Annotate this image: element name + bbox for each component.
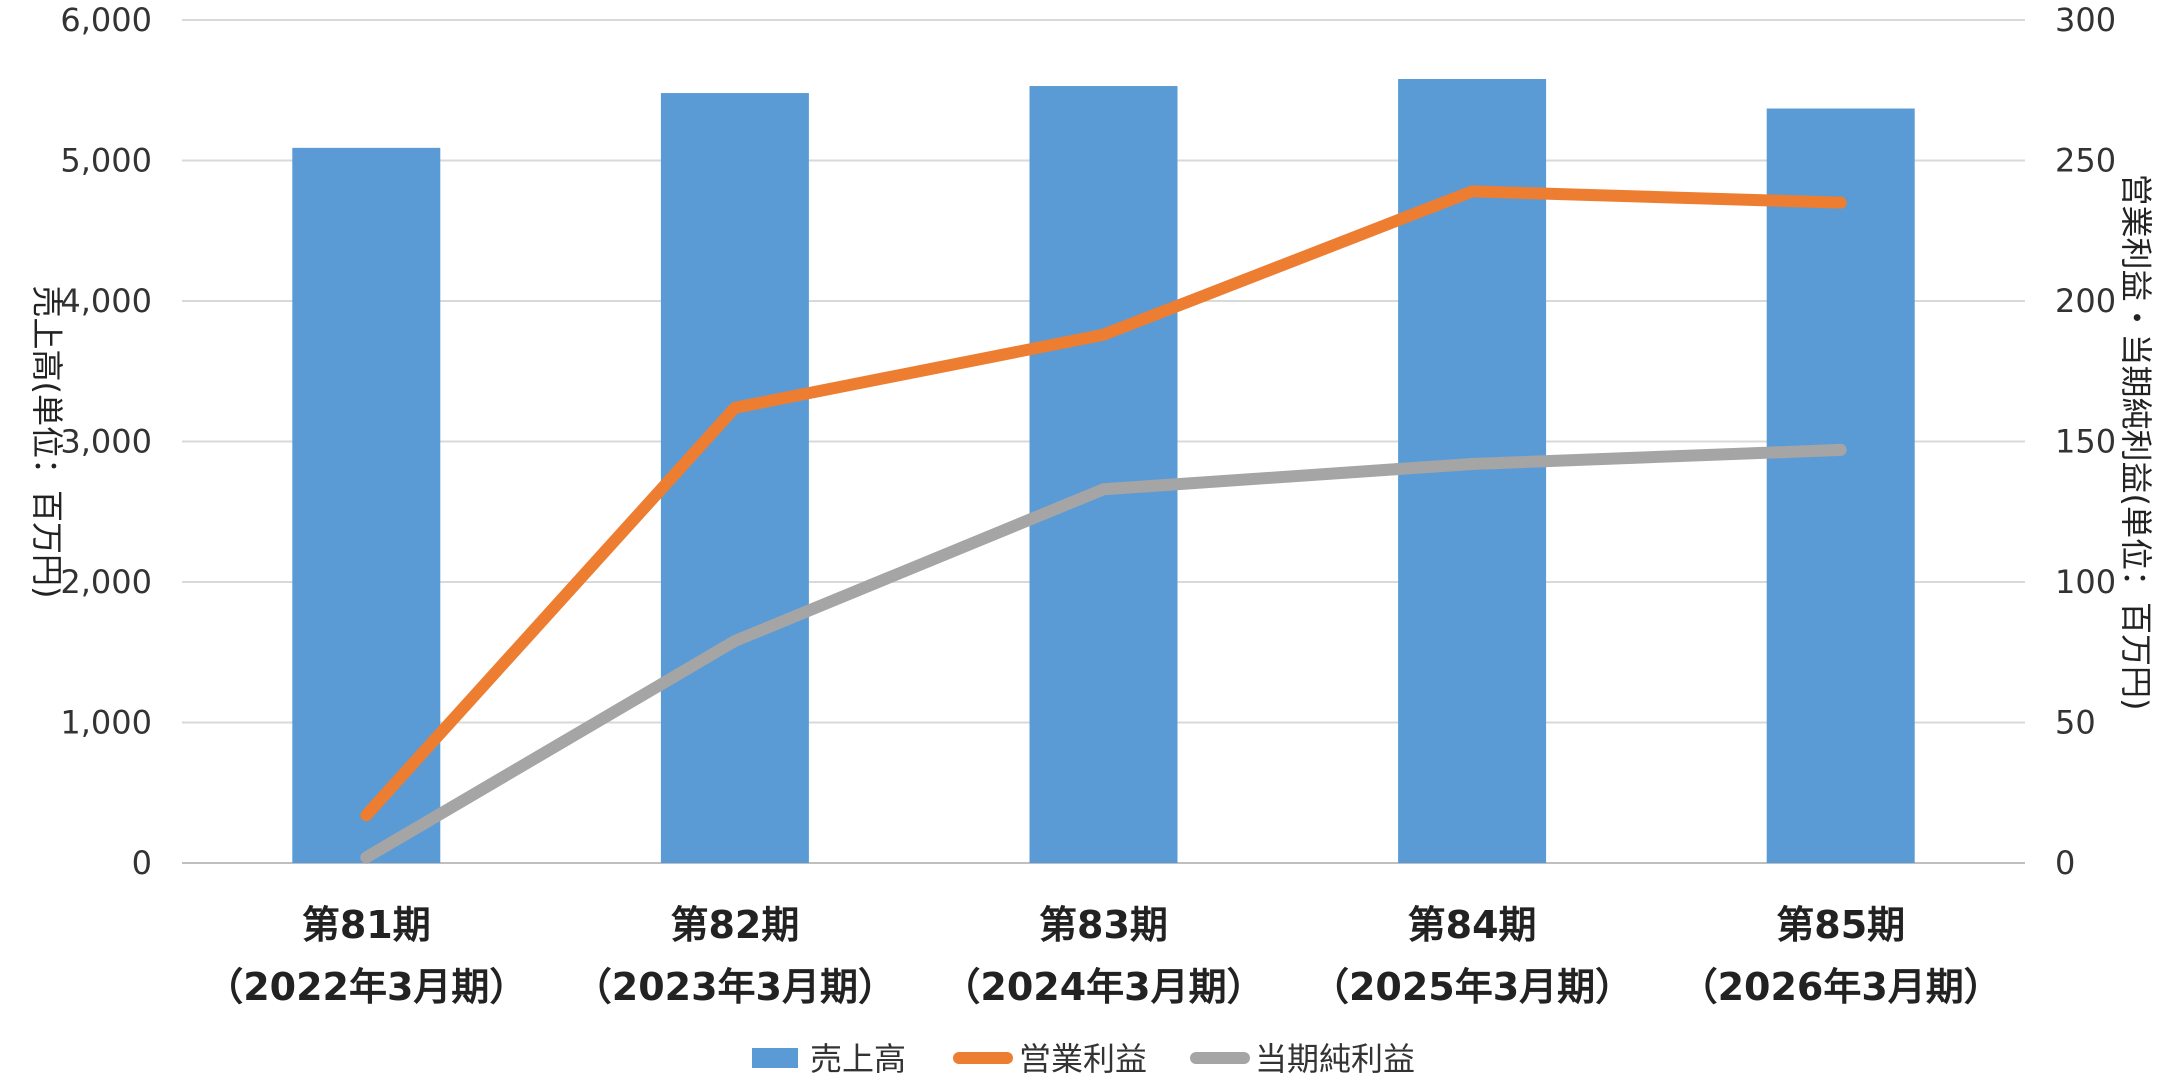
line-当期純利益 — [360, 443, 1847, 864]
left-tick-label: 1,000 — [60, 704, 152, 742]
left-tick-label: 2,000 — [60, 563, 152, 601]
right-tick-label: 300 — [2055, 1, 2116, 39]
right-tick-label: 150 — [2055, 423, 2116, 461]
left-tick-label: 5,000 — [60, 142, 152, 180]
legend: 売上高 営業利益 当期純利益 — [752, 1040, 1415, 1074]
category-label: （2025年3月期） — [1311, 965, 1633, 1009]
legend-label: 売上高 — [810, 1040, 906, 1074]
left-axis-title: 売上高(単位：百万円) — [28, 286, 66, 599]
category-label: （2023年3月期） — [574, 965, 896, 1009]
right-tick-label: 100 — [2055, 563, 2116, 601]
right-axis-title: 営業利益・当期純利益(単位：百万円) — [2117, 174, 2155, 711]
left-tick-label: 0 — [132, 844, 152, 882]
category-label: 第83期 — [1039, 903, 1168, 947]
right-tick-label: 0 — [2055, 844, 2075, 882]
category-label: 第82期 — [670, 903, 799, 947]
category-label: 第81期 — [302, 903, 431, 947]
right-tick-label: 250 — [2055, 142, 2116, 180]
line-series — [360, 185, 1847, 864]
bar-売上高 — [292, 147, 441, 864]
legend-marker — [752, 1048, 798, 1068]
bar-売上高 — [1029, 86, 1178, 863]
left-tick-label: 4,000 — [60, 282, 152, 320]
left-tick-label: 6,000 — [60, 1, 152, 39]
bar-売上高 — [660, 93, 809, 863]
legend-label: 営業利益 — [1019, 1040, 1147, 1074]
category-label: 第85期 — [1776, 903, 1905, 947]
category-label: （2026年3月期） — [1680, 965, 2002, 1009]
category-label: （2022年3月期） — [205, 965, 527, 1009]
right-tick-label: 200 — [2055, 282, 2116, 320]
category-label: （2024年3月期） — [942, 965, 1264, 1009]
right-axis-ticks: 0 50 100 150 200 250 300 — [2055, 1, 2116, 882]
bar-売上高 — [1766, 108, 1915, 863]
line-営業利益 — [360, 185, 1847, 822]
category-label: 第84期 — [1408, 903, 1537, 947]
category-labels: 第81期 （2022年3月期） 第82期 （2023年3月期） 第83期 （2024年3月… — [205, 903, 2002, 1009]
left-tick-label: 3,000 — [60, 423, 152, 461]
left-axis-ticks: 0 1,000 2,000 3,000 4,000 5,000 6,000 — [60, 1, 152, 882]
right-tick-label: 50 — [2055, 704, 2096, 742]
legend-label: 当期純利益 — [1255, 1040, 1415, 1074]
